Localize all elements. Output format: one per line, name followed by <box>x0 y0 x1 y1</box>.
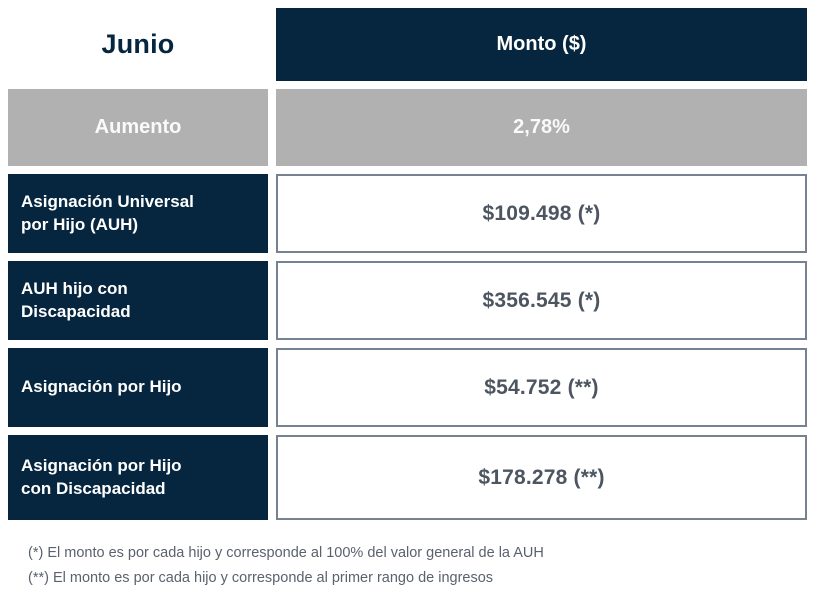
benefit-label-asignacion-hijo-discapacidad: Asignación por Hijo con Discapacidad <box>8 435 268 520</box>
benefit-label-auh: Asignación Universal por Hijo (AUH) <box>8 174 268 253</box>
footnote-single-asterisk: (*) El monto es por cada hijo y correspo… <box>28 545 544 561</box>
benefit-label-asignacion-hijo: Asignación por Hijo <box>8 348 268 427</box>
benefit-value-asignacion-hijo: $54.752 (**) <box>276 348 807 427</box>
table-row: Asignación por Hijo $54.752 (**) <box>8 348 807 427</box>
month-header: Junio <box>8 8 268 81</box>
benefit-value-asignacion-hijo-discapacidad: $178.278 (**) <box>276 435 807 520</box>
benefits-table: Junio Monto ($) Aumento 2,78% Asignación… <box>8 8 807 520</box>
benefit-value-auh-discapacidad: $356.545 (*) <box>276 261 807 340</box>
footnote-double-asterisk: (**) El monto es por cada hijo y corresp… <box>28 570 494 587</box>
benefit-label-auh-discapacidad: AUH hijo con Discapacidad <box>8 261 268 340</box>
table-row: AUH hijo con Discapacidad $356.545 (*) <box>8 261 807 340</box>
footnotes: (*) El monto es por cada hijo y correspo… <box>28 541 544 592</box>
table-header-row: Junio Monto ($) <box>8 8 807 81</box>
table-row: Asignación por Hijo con Discapacidad $17… <box>8 435 807 520</box>
increase-label: Aumento <box>8 89 268 166</box>
amount-column-header: Monto ($) <box>276 8 807 81</box>
benefit-value-auh: $109.498 (*) <box>276 174 807 253</box>
table-row: Asignación Universal por Hijo (AUH) $109… <box>8 174 807 253</box>
increase-value: 2,78% <box>276 89 807 166</box>
increase-row: Aumento 2,78% <box>8 89 807 166</box>
